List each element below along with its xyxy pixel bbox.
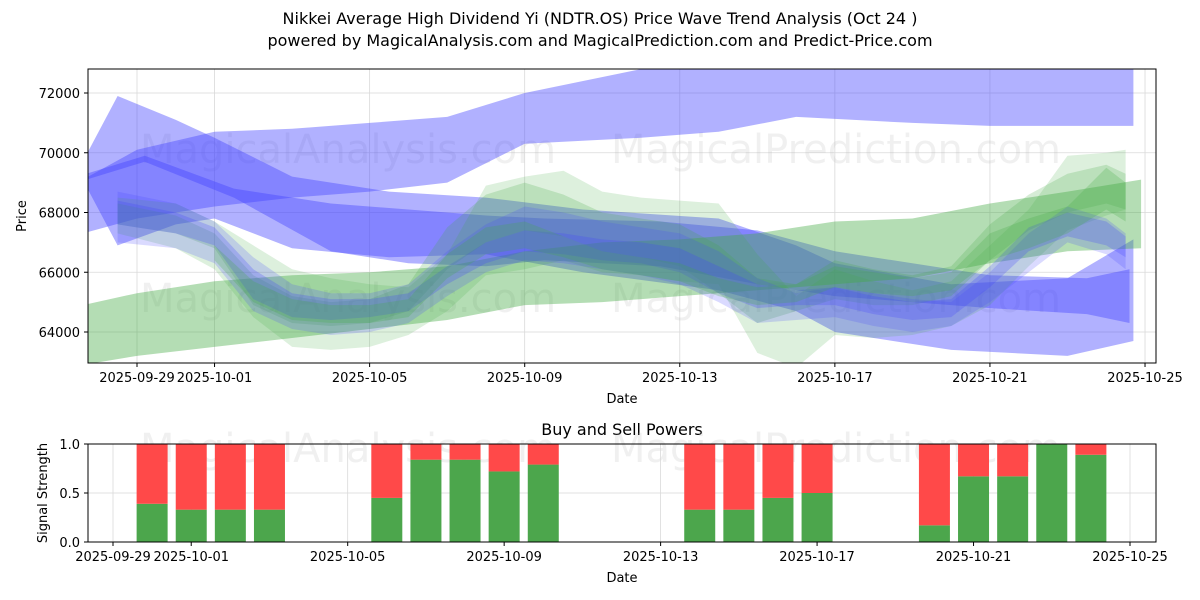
chart-subtitle: powered by MagicalAnalysis.com and Magic… [267,31,933,50]
sell-bar [723,444,755,510]
buy-bar [1036,444,1068,542]
y-tick-label: 72000 [39,87,80,102]
x-tick-label: 2025-10-05 [310,550,386,565]
buy-bar [136,503,168,542]
x-tick-label: 2025-10-13 [642,371,718,386]
bottom-y-axis-label: Signal Strength [36,443,51,543]
top-x-ticks: 2025-09-29 2025-10-01 2025-10-05 2025-10-09… [99,363,1183,386]
buy-bar [958,476,990,542]
blue-wave-band [117,200,1126,320]
buy-bar [723,509,755,542]
buy-bar [527,464,559,542]
buy-bar [997,476,1029,542]
watermark-analysis: MagicalAnalysis.com [140,127,556,173]
sell-bar [371,444,403,498]
green-wave-band [117,149,1126,363]
top-y-ticks: 64000 66000 68000 70000 72000 [39,87,88,341]
top-x-axis-label: Date [606,392,637,407]
buy-bar [918,525,950,542]
y-tick-label: 66000 [39,266,80,281]
x-tick-label: 2025-10-09 [466,550,542,565]
x-tick-label: 2025-09-29 [75,550,151,565]
x-tick-label: 2025-10-21 [936,550,1012,565]
watermark-prediction: MagicalPrediction.com [611,276,1061,322]
sell-bar [918,444,950,526]
blue-wave-band [117,191,1126,335]
buy-bar [175,509,207,542]
sell-bar [214,444,246,510]
buy-bar [214,509,246,542]
watermark-analysis: MagicalAnalysis.com [140,276,556,322]
blue-wave-band [88,96,1134,356]
sell-bar [488,444,520,472]
y-tick-label: 70000 [39,147,80,162]
sell-bar [762,444,794,498]
sell-bar [801,444,833,493]
buy-sell-title: Buy and Sell Powers [541,420,703,439]
buy-bar [410,459,442,542]
green-wave-band [117,164,1126,326]
x-tick-label: 2025-10-09 [487,371,563,386]
x-tick-label: 2025-10-13 [623,550,699,565]
sell-bar [449,444,481,460]
x-tick-label: 2025-10-05 [332,371,408,386]
y-tick-label: 64000 [39,326,80,341]
top-grid [88,69,1156,363]
buy-bar [1075,454,1107,542]
signal-bars [136,444,1107,542]
y-tick-label: 0.0 [59,536,80,551]
buy-bar [449,459,481,542]
x-tick-label: 2025-10-25 [1092,550,1168,565]
chart-title: Nikkei Average High Dividend Yi (NDTR.OS… [282,9,918,28]
green-wave-band [214,167,1126,323]
top-plot-frame [87,68,1157,364]
blue-wave-band [88,69,1134,232]
buy-bar [684,509,716,542]
x-tick-label: 2025-10-17 [797,371,873,386]
y-tick-label: 0.5 [59,487,80,502]
sell-bar [410,444,442,460]
buy-bar [801,493,833,542]
buy-bar [762,497,794,542]
top-watermarks: MagicalAnalysis.com MagicalPrediction.co… [140,127,1061,322]
top-y-axis-label: Price [15,200,30,232]
y-tick-label: 68000 [39,207,80,222]
sell-bar [136,444,168,504]
x-tick-label: 2025-09-29 [99,371,175,386]
bottom-x-axis-label: Date [606,571,637,586]
watermark-prediction: MagicalPrediction.com [611,127,1061,173]
buy-bar [488,471,520,542]
x-tick-label: 2025-10-01 [177,371,253,386]
watermark-prediction: MagicalPrediction.com [611,426,1061,472]
bottom-x-ticks: 2025-09-29 2025-10-01 2025-10-05 2025-10-09… [75,542,1168,565]
x-tick-label: 2025-10-25 [1107,371,1183,386]
sell-bar [684,444,716,510]
sell-bar [175,444,207,510]
y-tick-label: 1.0 [59,438,80,453]
price-wave-chart: MagicalAnalysis.com MagicalPrediction.co… [15,68,1183,407]
green-wave-band [88,179,1142,363]
buy-bar [371,497,403,542]
x-tick-label: 2025-10-17 [779,550,855,565]
sell-bar [527,444,559,465]
wave-bands [88,69,1142,363]
bottom-y-ticks: 0.0 0.5 1.0 [59,438,88,551]
x-tick-label: 2025-10-01 [153,550,229,565]
blue-wave-band [88,155,1130,323]
x-tick-label: 2025-10-21 [952,371,1028,386]
buy-bar [253,509,285,542]
sell-bar [253,444,285,510]
sell-bar [1075,444,1107,455]
buy-sell-chart: Buy and Sell Powers MagicalAnalysis.com … [36,420,1168,586]
sell-bar [958,444,990,477]
sell-bar [997,444,1029,477]
